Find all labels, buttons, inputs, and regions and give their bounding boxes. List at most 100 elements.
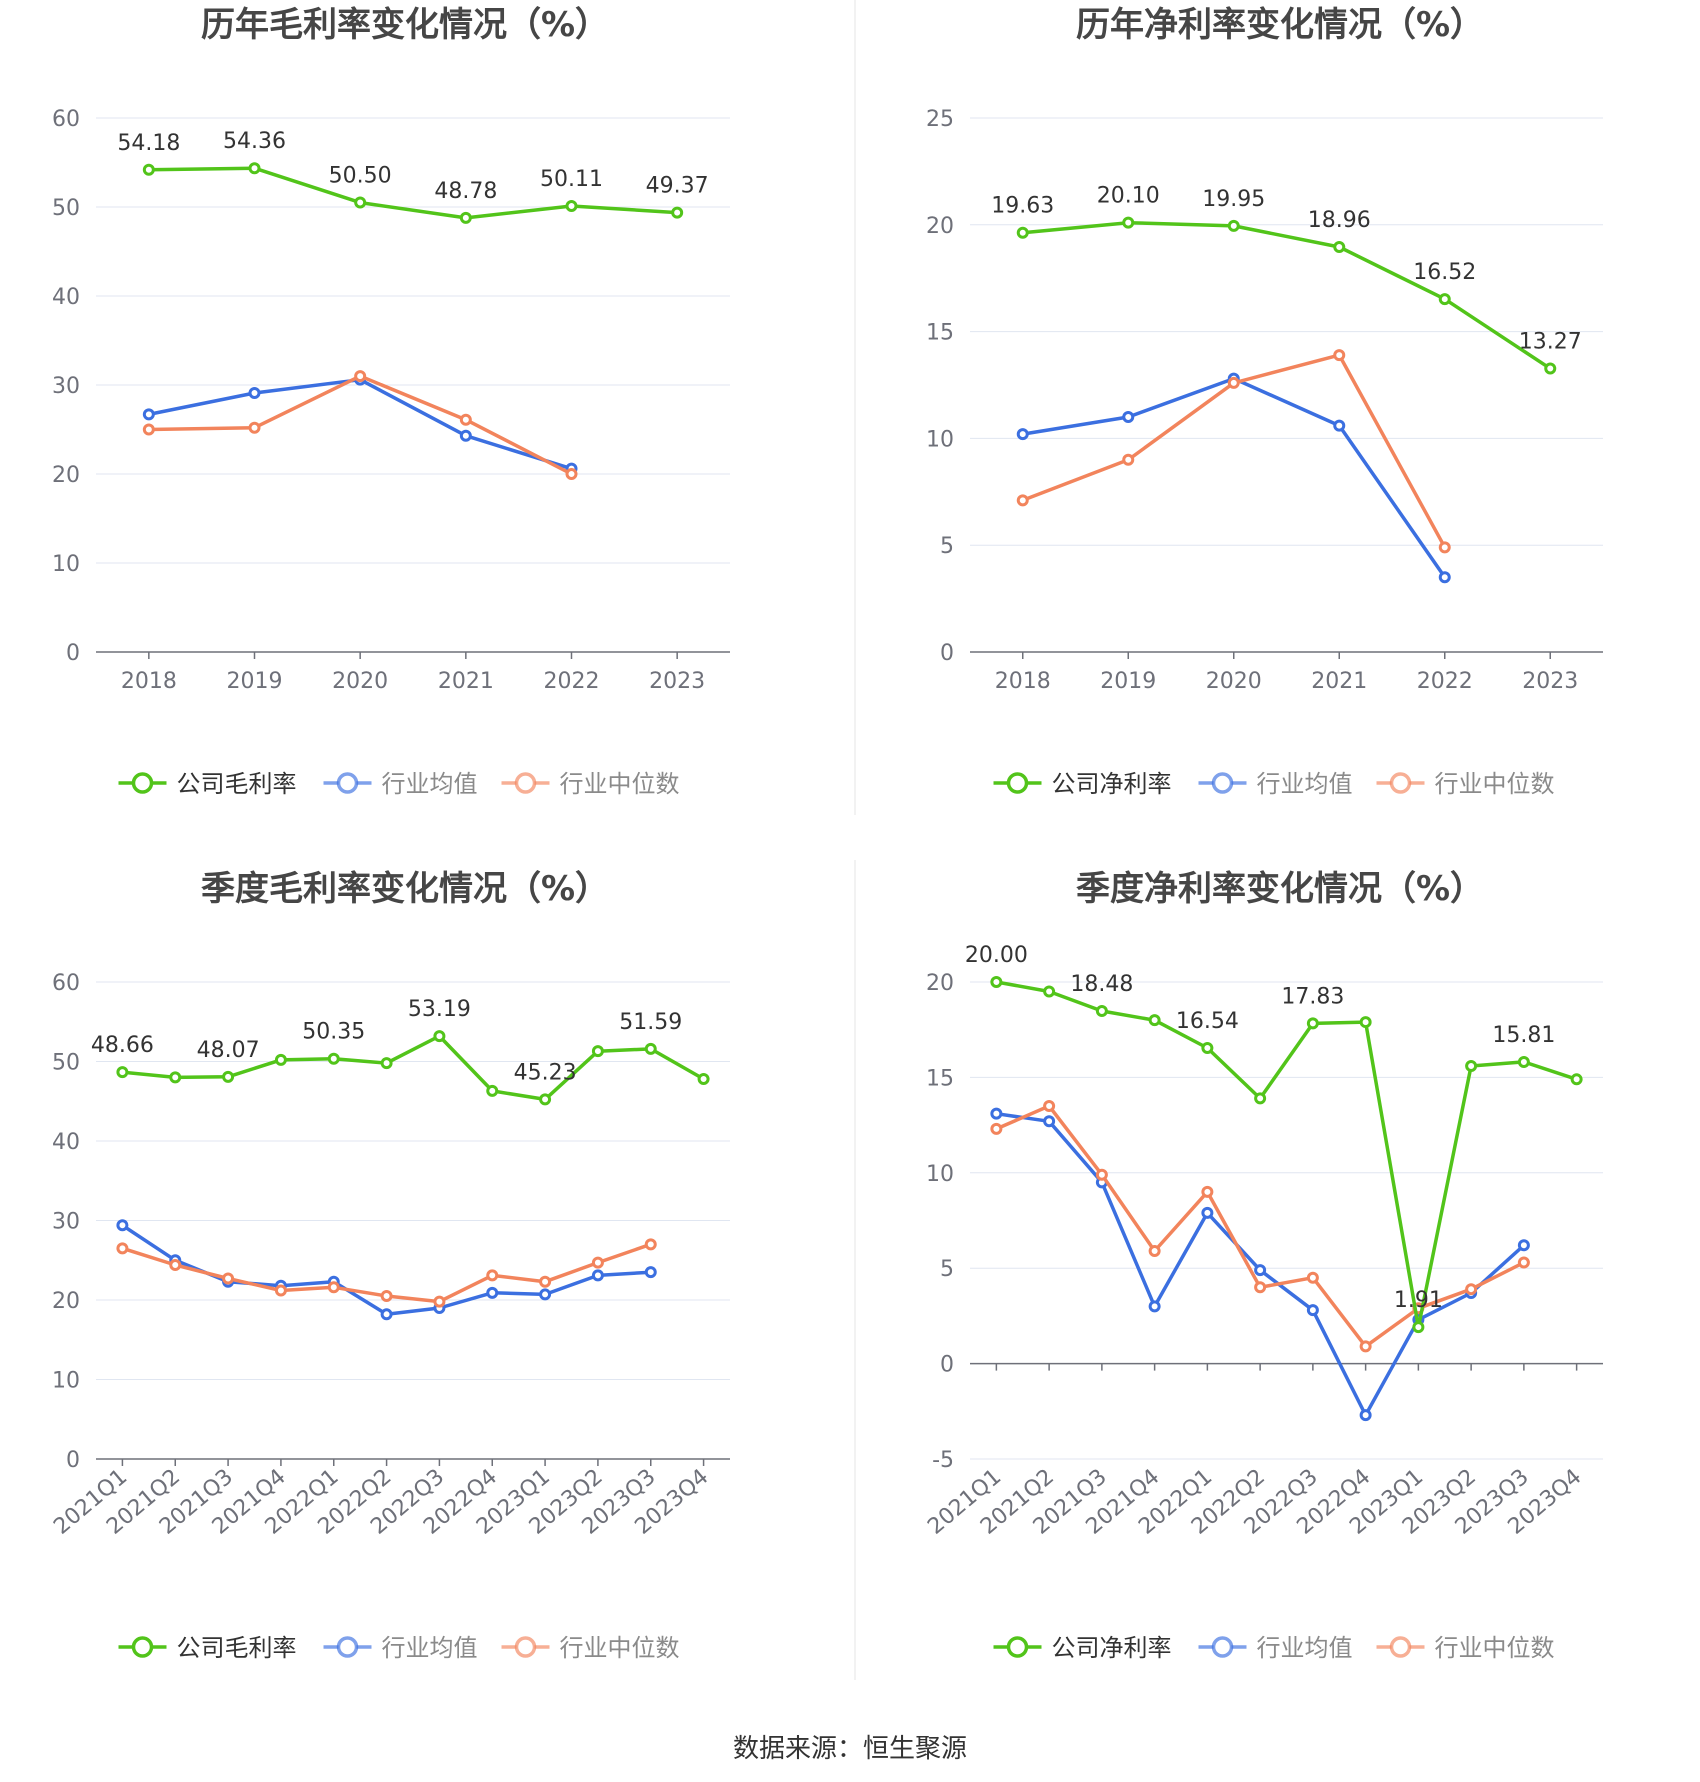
data-label: 51.59 <box>619 1010 682 1035</box>
data-label: 17.83 <box>1281 984 1344 1009</box>
data-point <box>644 1266 657 1279</box>
data-point <box>248 387 261 400</box>
legend-label: 行业均值 <box>382 770 478 798</box>
data-point <box>539 1275 552 1288</box>
legend-marker <box>1389 1636 1412 1658</box>
data-point <box>1227 376 1240 389</box>
data-point <box>1148 1300 1161 1313</box>
data-point <box>1333 349 1346 362</box>
data-label: 13.27 <box>1519 330 1582 355</box>
data-point <box>1254 1281 1267 1294</box>
data-point <box>459 429 472 442</box>
data-point <box>222 1070 235 1083</box>
data-point <box>354 196 367 209</box>
legend-item: 行业中位数 <box>501 1634 680 1662</box>
chart-2: 历年净利率变化情况（%） 0 5 10 15 20 25 2018 2019 2020 2021 20… <box>926 5 1603 798</box>
x-tick-label: 2021 <box>438 669 494 694</box>
data-point <box>1043 1115 1056 1128</box>
data-point <box>222 1272 235 1285</box>
legend-label: 公司净利率 <box>1052 1634 1172 1662</box>
data-point <box>697 1072 710 1085</box>
data-label: 20.10 <box>1097 184 1160 209</box>
series-1 <box>1016 216 1557 375</box>
data-source: 数据来源：恒生聚源 <box>732 1734 967 1764</box>
legend-item: 公司净利率 <box>993 1634 1172 1662</box>
data-point <box>1122 411 1135 424</box>
data-point <box>1359 1016 1372 1029</box>
data-point <box>1412 1321 1425 1334</box>
data-point <box>142 408 155 421</box>
y-tick-label: -5 <box>932 1448 954 1473</box>
y-tick-label: 10 <box>926 427 954 452</box>
y-tick-label: 15 <box>926 1066 954 1091</box>
legend-marker <box>1389 772 1412 794</box>
data-point <box>1333 419 1346 432</box>
data-label: 45.23 <box>514 1060 577 1085</box>
legend-item: 公司毛利率 <box>118 1634 297 1662</box>
x-tick-label: 2018 <box>121 669 177 694</box>
x-tick-label: 2020 <box>1206 669 1262 694</box>
y-tick-label: 20 <box>52 463 80 488</box>
x-tick-label: 2022 <box>1417 669 1473 694</box>
legend-marker <box>1006 1636 1029 1658</box>
data-point <box>1122 216 1135 229</box>
legend-item: 行业中位数 <box>1376 1634 1555 1662</box>
data-point <box>116 1219 129 1232</box>
data-point <box>1438 293 1451 306</box>
y-tick-label: 20 <box>52 1289 80 1314</box>
data-point <box>248 421 261 434</box>
y-tick-label: 50 <box>52 196 80 221</box>
data-point <box>591 1256 604 1269</box>
legend-item: 行业均值 <box>1198 1634 1353 1662</box>
legend-item: 公司毛利率 <box>118 770 297 798</box>
series-1 <box>990 976 1583 1334</box>
data-point <box>380 1308 393 1321</box>
chart-3: 季度毛利率变化情况（%）01020304050602021Q12021Q2202… <box>49 869 730 1662</box>
data-point <box>327 1052 340 1065</box>
data-point <box>116 1066 129 1079</box>
series-3 <box>1016 349 1451 554</box>
data-point <box>1254 1092 1267 1105</box>
data-point <box>1544 362 1557 375</box>
data-point <box>1465 1059 1478 1072</box>
data-point <box>169 1259 182 1272</box>
x-tick-label: 2019 <box>227 669 283 694</box>
data-label: 53.19 <box>408 997 471 1022</box>
data-point <box>565 468 578 480</box>
series-3 <box>116 1238 657 1308</box>
legend-label: 公司毛利率 <box>177 770 297 798</box>
y-tick-label: 40 <box>52 285 80 310</box>
data-label: 49.37 <box>646 174 709 199</box>
data-point <box>1517 1239 1530 1252</box>
data-point <box>486 1286 499 1299</box>
x-tick-label: 2023 <box>649 669 705 694</box>
series-line <box>996 980 1578 1329</box>
data-point <box>1016 226 1029 239</box>
data-point <box>591 1045 604 1058</box>
data-point <box>1465 1283 1478 1296</box>
x-tick-label: 2020 <box>332 669 388 694</box>
data-point <box>1254 1264 1267 1277</box>
data-label: 50.35 <box>302 1020 365 1045</box>
data-label: 1.91 <box>1394 1288 1443 1313</box>
data-point <box>1201 1185 1214 1198</box>
data-point <box>1438 541 1451 554</box>
data-point <box>1148 1245 1161 1258</box>
series-1 <box>142 162 684 224</box>
data-point <box>1016 428 1029 441</box>
data-point <box>644 1238 657 1251</box>
legend-label: 行业均值 <box>1257 1634 1353 1662</box>
y-tick-label: 5 <box>940 1257 954 1282</box>
data-label: 19.63 <box>991 194 1054 219</box>
data-point <box>380 1290 393 1303</box>
data-point <box>1306 1304 1319 1317</box>
data-point <box>1359 1340 1372 1353</box>
y-tick-label: 5 <box>940 534 954 559</box>
data-point <box>1359 1409 1372 1422</box>
legend-label: 公司净利率 <box>1052 770 1172 798</box>
data-point <box>274 1053 287 1066</box>
x-tick-label: 2021 <box>1311 669 1367 694</box>
x-tick-label: 2022 <box>544 669 600 694</box>
data-point <box>1227 219 1240 232</box>
data-point <box>1043 985 1056 998</box>
